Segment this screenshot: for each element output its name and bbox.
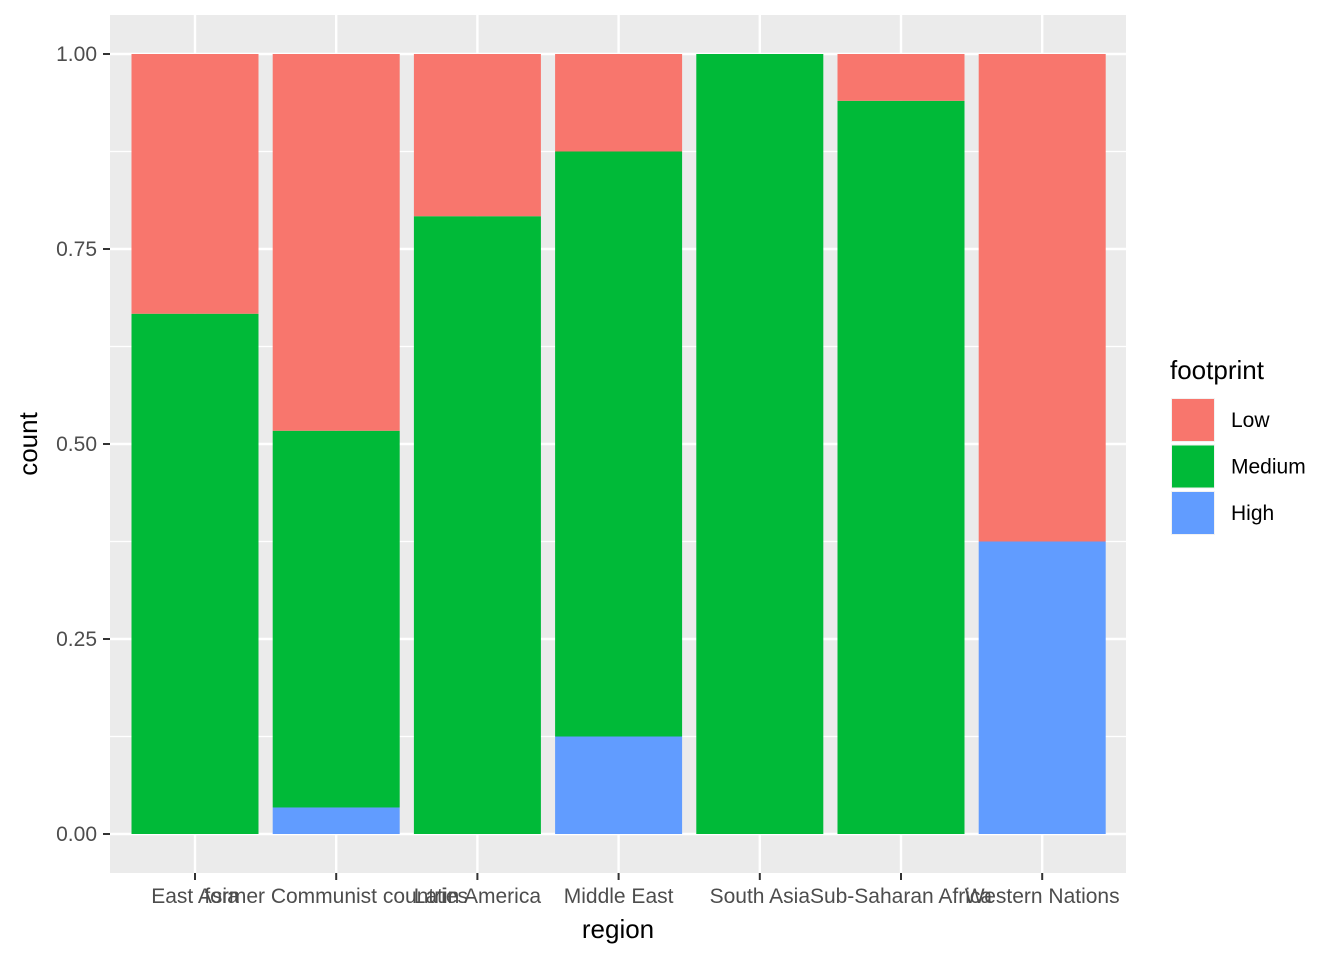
bar-segment-medium (696, 54, 824, 834)
bar-segment-medium (131, 313, 259, 834)
legend-key-high (1172, 492, 1214, 534)
bar-segment-high (978, 541, 1106, 834)
x-tick-label: Western Nations (965, 885, 1120, 908)
legend: footprint Low Medium High (1170, 355, 1306, 535)
bar-segment-low (131, 54, 259, 314)
x-axis-title: region (582, 914, 654, 944)
bar-segment-low (555, 54, 683, 152)
x-tick-label: former Communist countries (204, 885, 468, 908)
y-tick-label: 1.00 (56, 43, 97, 66)
y-tick-label: 0.00 (56, 823, 97, 846)
y-tick-label: 0.75 (56, 238, 97, 261)
bar-segment-low (837, 54, 965, 101)
bar-segment-medium (272, 430, 400, 808)
legend-label-high: High (1231, 502, 1274, 525)
y-tick-label: 0.25 (56, 628, 97, 651)
bar-segment-low (413, 54, 541, 217)
x-tick-label: East Asia (151, 885, 239, 908)
bar-segment-low (978, 54, 1106, 542)
x-tick-label: Middle East (564, 885, 674, 908)
bar-segment-medium (555, 151, 683, 737)
x-tick-label: Latin America (414, 885, 542, 908)
legend-label-medium: Medium (1231, 456, 1306, 479)
bar-segment-high (555, 736, 683, 834)
bar-segment-low (272, 54, 400, 431)
bars (131, 54, 1106, 835)
y-axis-title: count (13, 411, 43, 475)
bar-segment-high (272, 807, 400, 834)
legend-label-low: Low (1231, 409, 1270, 432)
bar-segment-medium (413, 216, 541, 835)
y-axis: 0.00 0.25 0.50 0.75 1.00 (56, 43, 110, 846)
x-tick-label: Sub-Saharan Africa (810, 885, 992, 908)
y-tick-label: 0.50 (56, 433, 97, 456)
x-tick-label: South Asia (710, 885, 811, 908)
legend-key-low (1172, 399, 1214, 441)
bar-segment-medium (837, 100, 965, 835)
legend-title: footprint (1170, 355, 1265, 385)
legend-key-medium (1172, 445, 1214, 488)
